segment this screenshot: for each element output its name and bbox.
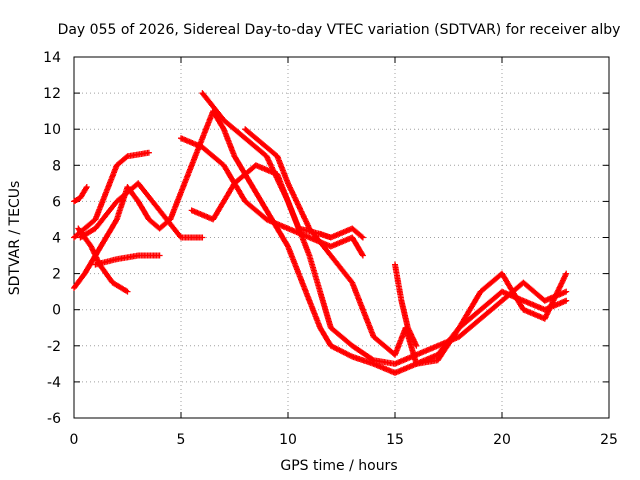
y-tick-label: 6 [52, 194, 61, 210]
x-tick-label: 0 [70, 432, 79, 448]
y-tick-label: 4 [52, 231, 61, 247]
series-track-3 [71, 149, 152, 241]
grid-lines [74, 57, 609, 418]
y-axis-label: SDTVAR / TECUs [7, 181, 23, 296]
x-tick-label: 10 [279, 432, 297, 448]
series-track-10 [392, 261, 420, 349]
y-tick-label: -2 [47, 339, 61, 355]
y-tick-label: 8 [52, 158, 61, 174]
x-axis-label: GPS time / hours [280, 458, 397, 474]
data-series [71, 90, 570, 376]
y-tick-label: 14 [43, 50, 61, 66]
y-tick-label: 10 [43, 122, 61, 138]
x-tick-label: 15 [386, 432, 404, 448]
y-tick-labels: -6 -4 -2 0 2 4 6 8 10 12 14 [43, 50, 61, 427]
y-tick-label: -4 [47, 375, 61, 391]
series-markers [188, 162, 366, 241]
series-markers [77, 180, 206, 241]
series-markers [71, 149, 152, 241]
series-track-6 [77, 180, 206, 241]
x-tick-label: 5 [177, 432, 186, 448]
y-tick-label: -6 [47, 411, 61, 427]
x-tick-labels: 0 5 10 15 20 25 [70, 432, 618, 448]
series-track-1 [71, 184, 90, 205]
series-track-9 [242, 126, 570, 367]
y-tick-label: 12 [43, 86, 61, 102]
series-markers [242, 126, 570, 367]
chart-title: Day 055 of 2026, Sidereal Day-to-day VTE… [58, 22, 621, 38]
series-markers [392, 261, 420, 349]
series-track-5 [92, 252, 163, 268]
y-tick-label: 2 [52, 267, 61, 283]
x-tick-label: 20 [493, 432, 511, 448]
x-tick-label: 25 [600, 432, 618, 448]
axis-ticks [73, 56, 610, 419]
series-track-11 [188, 162, 366, 241]
series-markers [71, 184, 90, 205]
series-markers [92, 252, 163, 268]
y-tick-label: 0 [52, 303, 61, 319]
